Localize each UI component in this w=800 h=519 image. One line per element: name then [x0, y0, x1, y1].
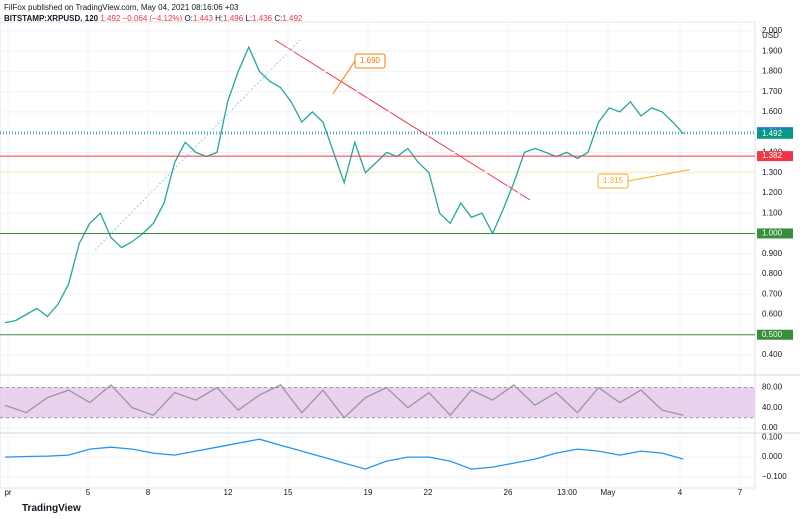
- channel-line: [94, 39, 301, 251]
- symbol: BITSTAMP:XRPUSD, 120: [4, 14, 99, 23]
- level-tag: [757, 128, 793, 139]
- x-tick-label: 12: [224, 488, 233, 497]
- pane-frame: [0, 21, 756, 489]
- x-tick-label: May: [600, 488, 615, 497]
- y-tick-label: 0.700: [762, 289, 783, 298]
- annotation-label: 1.315: [603, 176, 624, 185]
- y-tick-label: 0.900: [762, 249, 783, 258]
- annotation-arrow: [332, 60, 356, 94]
- y-tick-label: 1.300: [762, 168, 783, 177]
- annotation-box: [354, 53, 386, 69]
- level-tag: [757, 228, 793, 239]
- ohlc-label: O:: [184, 14, 193, 23]
- level-tag: [757, 329, 793, 340]
- x-tick-label: 19: [364, 488, 373, 497]
- price-line: [4, 438, 684, 470]
- ohlc-label: L:: [245, 14, 253, 23]
- ohlc-value: 1.443: [192, 14, 213, 23]
- x-tick-label: 8: [146, 488, 151, 497]
- y-tick-label: 1.100: [762, 208, 783, 217]
- x-tick-label: 5: [86, 488, 91, 497]
- y-tick-label: −0.100: [762, 472, 787, 481]
- y-tick-label: 0.600: [762, 310, 783, 319]
- y-tick-label: 0.100: [762, 432, 783, 441]
- y-tick-label: 0.800: [762, 269, 783, 278]
- x-tick-label: 15: [284, 488, 293, 497]
- level-label: 0.500: [762, 330, 783, 339]
- y-tick-label: 1.600: [762, 107, 783, 116]
- y-tick-label: 1.700: [762, 87, 783, 96]
- y-tick-label: 0.000: [762, 452, 783, 461]
- annotation-label: 1.690: [360, 56, 381, 65]
- last: 1.492: [100, 14, 121, 23]
- price-line: [4, 45, 684, 324]
- trend-line: [274, 39, 531, 201]
- change: −0.064 (−4.12%): [122, 14, 183, 23]
- level-label: 1.382: [762, 151, 783, 160]
- x-tick-label: 26: [504, 488, 513, 497]
- y-tick-label: 1.200: [762, 188, 783, 197]
- x-tick-label: pr: [4, 488, 11, 497]
- annotation-arrow: [627, 169, 691, 182]
- y-tick-label: 0.400: [762, 350, 783, 359]
- y-tick-label: 0.00: [762, 423, 778, 432]
- level-label: 1.000: [762, 229, 783, 238]
- ohlc-value: 1.496: [223, 14, 244, 23]
- y-tick-label: 1.800: [762, 67, 783, 76]
- ohlc-value: 1.436: [252, 14, 273, 23]
- x-tick-label: 13:00: [557, 488, 578, 497]
- price-line: [4, 384, 684, 419]
- ohlc-value: 1.492: [282, 14, 303, 23]
- publisher: FilFox published on TradingView.com, May…: [4, 3, 239, 12]
- symbol-line: BITSTAMP:XRPUSD, 120 1.492 −0.064 (−4.12…: [4, 13, 302, 24]
- level-tag: [757, 151, 793, 162]
- x-tick-label: 22: [424, 488, 433, 497]
- x-tick-label: 7: [738, 488, 743, 497]
- y-tick-label: 40.00: [762, 403, 783, 412]
- y-tick-label: 2.000: [762, 26, 783, 35]
- y-tick-label: 1.900: [762, 46, 783, 55]
- level-label: 1.492: [762, 129, 783, 138]
- y-tick-label: 80.00: [762, 383, 783, 392]
- ohlc-label: C:: [274, 14, 283, 23]
- ohlc-label: H:: [215, 14, 224, 23]
- annotation-box: [597, 173, 629, 189]
- header: FilFox published on TradingView.com, May…: [4, 2, 302, 24]
- ohlc: O:1.443 H:1.496 L:1.436 C:1.492: [184, 14, 302, 23]
- brand: TradingView: [22, 503, 81, 514]
- x-tick-label: 4: [678, 488, 683, 497]
- currency: USD: [762, 31, 779, 40]
